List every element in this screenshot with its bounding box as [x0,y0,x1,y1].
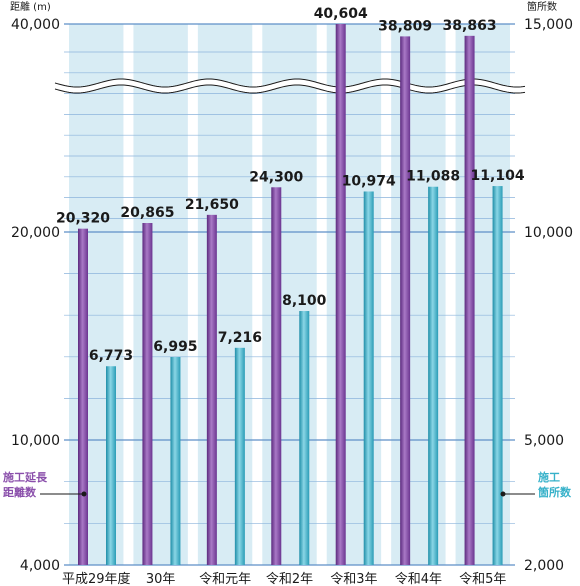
break-line-bottom [54,84,526,94]
y-right-tick: 10,000 [524,225,573,241]
bar-distance [78,228,88,565]
bar-count [428,186,439,565]
value-label-distance: 21,650 [185,197,239,213]
bar-distance [464,35,475,565]
y-left-unit: 距離 (m) [10,0,51,13]
value-label-distance: 20,865 [120,205,174,221]
category-label: 令和5年 [459,572,506,586]
value-labels: 20,320 6,773 20,865 6,995 21,650 7,216 24,300 8… [56,6,525,364]
category-label: 30年 [146,572,176,586]
value-label-distance: 20,320 [56,211,110,227]
break-line-top [54,78,526,88]
value-label-count: 6,995 [153,339,197,355]
value-label-distance: 40,604 [314,6,368,22]
value-label-count: 11,104 [471,168,525,184]
legend-count-dot [500,491,506,497]
value-label-count: 10,974 [342,173,396,189]
bar-count [363,191,374,565]
y-left-tick: 4,000 [20,558,60,574]
legend-distance-label: 距離数 [3,485,37,499]
category-label: 平成29年度 [62,571,131,586]
bar-count [106,366,116,565]
y-left-tick: 40,000 [11,17,60,33]
y-left-tick: 20,000 [11,225,60,241]
legend-distance-dot [81,491,87,497]
y-right-unit: 箇所数 [527,0,557,13]
bar-count [492,186,503,565]
bar-distance [271,187,282,565]
value-label-distance: 38,809 [378,18,432,34]
value-label-count: 7,216 [218,330,262,346]
value-label-count: 6,773 [89,348,133,364]
value-label-distance: 38,863 [443,18,497,34]
category-label: 令和3年 [330,572,377,586]
bar-count [234,347,245,565]
y-right-tick: 5,000 [524,433,564,449]
bar-distance [335,24,346,565]
axes: 平成29年度 30年 令和元年 令和2年 令和3年 令和4年 令和5年 40,000 20,00… [3,0,573,586]
legend-count-label: 箇所数 [538,485,572,499]
axis-break [54,78,526,94]
bars [78,24,503,565]
legend-distance-label: 施工延長 [3,470,48,484]
y-right-tick: 2,000 [524,558,564,574]
category-label: 令和元年 [199,572,251,586]
legend-count-label: 施工 [538,470,560,484]
bar-distance [206,214,217,565]
bar-count [170,357,181,565]
break-gap [54,78,526,94]
value-label-distance: 24,300 [249,169,303,185]
value-label-count: 8,100 [282,293,327,309]
gridlines [64,23,515,566]
bar-count [299,311,310,565]
y-right-tick: 15,000 [524,17,573,33]
category-label: 令和2年 [266,572,313,586]
y-left-tick: 10,000 [11,433,60,449]
value-label-count: 11,088 [406,169,460,185]
bar-distance [400,36,411,565]
category-label: 令和4年 [395,572,442,586]
bar-distance [142,223,153,565]
